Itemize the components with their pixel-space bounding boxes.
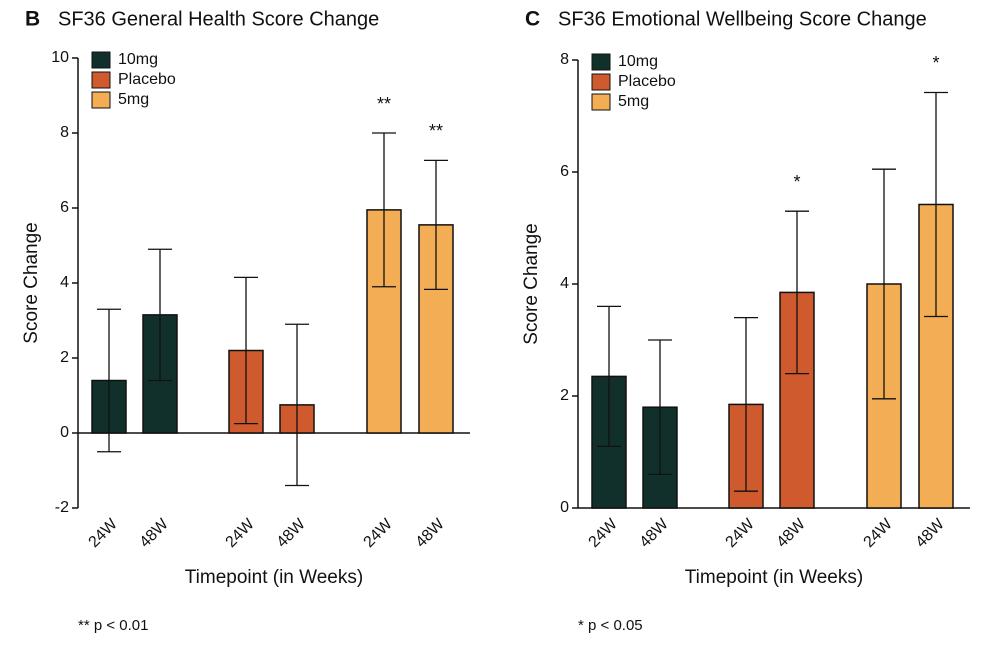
x-tick-label: 24W [586,515,622,551]
significance: ** [377,94,391,114]
legend-swatch [91,71,111,89]
y-tick-label: 8 [560,51,569,68]
significance: ** [429,121,443,141]
y-tick-label: 0 [60,424,69,441]
x-tick-label: 48W [413,515,449,551]
y-tick-label: -2 [55,499,69,516]
legend-label: Placebo [118,71,176,88]
x-axis-label: Timepoint (in Weeks) [185,567,363,588]
legend-label: 10mg [618,53,658,70]
y-tick-label: 10 [51,49,69,66]
legend-label: 10mg [118,51,158,68]
footnote: * p < 0.05 [578,617,643,634]
y-tick-label: 0 [560,499,569,516]
y-axis-label: Score Change [521,223,542,344]
y-tick-label: 2 [560,387,569,404]
x-tick-label: 48W [274,515,310,551]
x-tick-label: 24W [86,515,122,551]
panel-label: C [525,8,540,31]
x-tick-label: 24W [723,515,759,551]
x-tick-label: 24W [861,515,897,551]
legend-swatch [591,93,611,111]
y-tick-label: 4 [60,274,69,291]
x-tick-label: 48W [774,515,810,551]
y-tick-label: 2 [60,349,69,366]
x-tick-label: 24W [361,515,397,551]
legend-swatch [591,73,611,91]
x-axis-label: Timepoint (in Weeks) [685,567,863,588]
legend-label: Placebo [618,73,676,90]
significance: * [793,172,800,192]
significance: * [932,53,939,73]
legend-label: 5mg [618,93,649,110]
x-tick-label: 48W [637,515,673,551]
panel-label: B [25,8,40,31]
footnote: ** p < 0.01 [78,617,148,634]
y-tick-label: 8 [60,124,69,141]
chart-title: SF36 Emotional Wellbeing Score Change [558,8,927,30]
legend-swatch [91,51,111,69]
y-tick-label: 4 [560,275,569,292]
x-tick-label: 48W [137,515,173,551]
x-tick-label: 48W [913,515,949,551]
y-tick-label: 6 [560,163,569,180]
y-axis-label: Score Change [21,222,42,343]
y-tick-label: 6 [60,199,69,216]
x-tick-label: 24W [223,515,259,551]
legend-swatch [91,91,111,109]
chart-title: SF36 General Health Score Change [58,8,379,30]
legend-swatch [591,53,611,71]
legend-label: 5mg [118,91,149,108]
